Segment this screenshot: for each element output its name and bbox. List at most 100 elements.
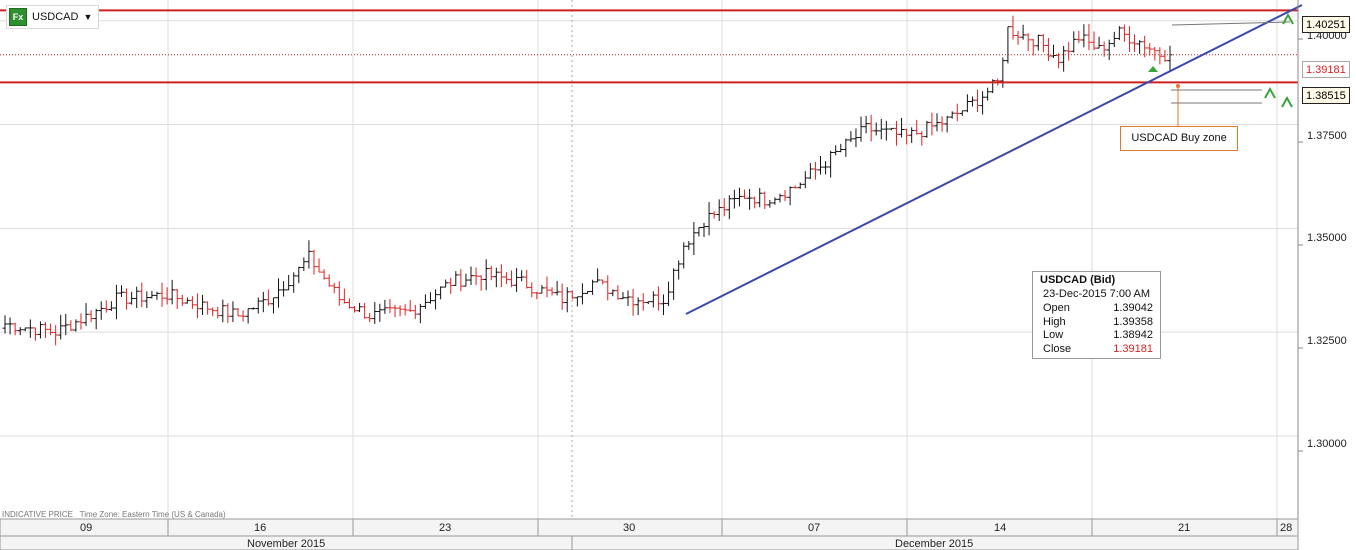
tooltip-key: High xyxy=(1043,315,1066,328)
ohlc-bar xyxy=(514,268,520,292)
axes xyxy=(0,0,1303,550)
ohlc-bar xyxy=(686,241,692,250)
ohlc-bar xyxy=(503,272,509,285)
ohlc-bar xyxy=(184,297,190,304)
ohlc-bar xyxy=(422,294,428,309)
ohlc-bar xyxy=(17,327,23,336)
ohlc-bar xyxy=(1162,49,1168,62)
ohlc-bar xyxy=(240,310,246,322)
ohlc-bar xyxy=(615,285,621,300)
ohlc-bar xyxy=(949,111,955,119)
ohlc-bar xyxy=(189,296,195,309)
ohlc-bar xyxy=(336,281,342,306)
ohlc-bar xyxy=(453,271,459,286)
ohlc-bar xyxy=(985,87,991,101)
ohlc-bar xyxy=(909,127,915,143)
ohlc-bar xyxy=(747,188,753,210)
upper-level-price-tag: 1.40251 xyxy=(1302,16,1350,33)
ohlc-bar xyxy=(934,113,940,132)
ohlc-bar xyxy=(853,128,859,148)
ohlc-bar xyxy=(179,294,185,306)
ohlc-bar xyxy=(473,267,479,286)
ohlc-bar xyxy=(210,307,216,317)
ohlc-bar xyxy=(1132,34,1138,52)
ohlc-bar xyxy=(1167,45,1173,72)
ohlc-bar xyxy=(382,299,388,314)
ohlc-bar xyxy=(605,275,611,301)
ohlc-bar xyxy=(250,307,256,310)
symbol-selector[interactable]: Fx USDCAD ▼ xyxy=(6,5,100,29)
ohlc-bar xyxy=(164,287,170,305)
buy-zone-annotation[interactable]: USDCAD Buy zone xyxy=(1120,126,1238,151)
ohlc-bar xyxy=(463,273,469,287)
annotation-anchor xyxy=(1176,84,1180,88)
ohlc-bar xyxy=(58,314,64,340)
ohlc-bar xyxy=(574,296,580,307)
ohlc-bar xyxy=(1015,30,1021,45)
x-day-label: 23 xyxy=(439,522,452,534)
ohlc-bar xyxy=(706,202,712,236)
ohlc-bar xyxy=(1030,38,1036,56)
ohlc-bar xyxy=(1111,31,1117,47)
x-axis-band xyxy=(0,518,1299,550)
ohlc-bar xyxy=(220,299,226,323)
tooltip-title: USDCAD (Bid) xyxy=(1040,274,1116,286)
ohlc-bar xyxy=(433,289,439,310)
y-tick-label: 1.35000 xyxy=(1307,232,1347,244)
ohlc-bar xyxy=(807,163,813,179)
ohlc-bar xyxy=(1020,24,1026,40)
ohlc-bar xyxy=(83,303,89,326)
ohlc-bar xyxy=(402,304,408,316)
fx-icon: Fx xyxy=(9,8,27,26)
ohlc-bar xyxy=(296,266,302,284)
ohlc-bar xyxy=(1116,26,1122,41)
dropdown-caret-icon[interactable]: ▼ xyxy=(83,12,93,22)
ohlc-bar xyxy=(2,315,8,334)
y-tick-label: 1.30000 xyxy=(1307,438,1347,450)
ohlc-bar xyxy=(255,297,261,314)
ohlc-bar xyxy=(1061,46,1067,72)
alert-icon xyxy=(1282,12,1294,25)
ohlc-bar xyxy=(260,291,266,313)
ohlc-bar xyxy=(468,266,474,286)
ohlc-bar xyxy=(797,182,803,189)
x-day-label: 07 xyxy=(808,522,821,534)
ohlc-bar xyxy=(645,301,651,305)
ohlc-bar xyxy=(742,189,748,199)
ohlc-bar xyxy=(22,327,28,332)
ohlc-bar xyxy=(397,305,403,317)
ohlc-bar xyxy=(493,267,499,288)
ohlc-tooltip: USDCAD (Bid) 23-Dec-2015 7:00 AM Open 1.3… xyxy=(1032,271,1161,359)
ohlc-bar xyxy=(828,150,834,178)
x-day-label: 30 xyxy=(623,522,636,534)
ohlc-bar xyxy=(625,290,631,306)
ohlc-bar xyxy=(281,281,287,297)
tooltip-date: 23-Dec-2015 7:00 AM xyxy=(1043,288,1151,300)
ohlc-bar xyxy=(427,292,433,304)
tooltip-key: Open xyxy=(1043,302,1070,314)
ohlc-bar xyxy=(640,293,646,311)
ohlc-bar xyxy=(757,188,763,208)
ohlc-bar xyxy=(88,310,94,323)
ohlc-bar xyxy=(144,291,150,309)
ohlc-bar xyxy=(174,288,180,309)
ohlc-bar xyxy=(838,143,844,153)
ohlc-bar xyxy=(139,282,145,308)
ohlc-bar xyxy=(812,161,818,180)
ohlc-bar xyxy=(883,120,889,141)
ohlc-bar xyxy=(286,274,292,291)
ohlc-bar xyxy=(270,297,276,314)
symbol-name: USDCAD xyxy=(32,11,79,23)
ohlc-bar xyxy=(1126,26,1132,52)
ohlc-bar xyxy=(736,187,742,207)
ohlc-bar xyxy=(169,279,175,305)
ohlc-bar xyxy=(1035,34,1041,51)
ohlc-bar xyxy=(12,322,18,336)
zone-marker-line xyxy=(1171,21,1291,26)
ohlc-bar xyxy=(777,193,783,203)
ohlc-bar xyxy=(93,308,99,330)
ohlc-bar xyxy=(904,128,910,145)
ohlc-bar xyxy=(590,279,596,295)
ohlc-bar xyxy=(1101,41,1107,57)
